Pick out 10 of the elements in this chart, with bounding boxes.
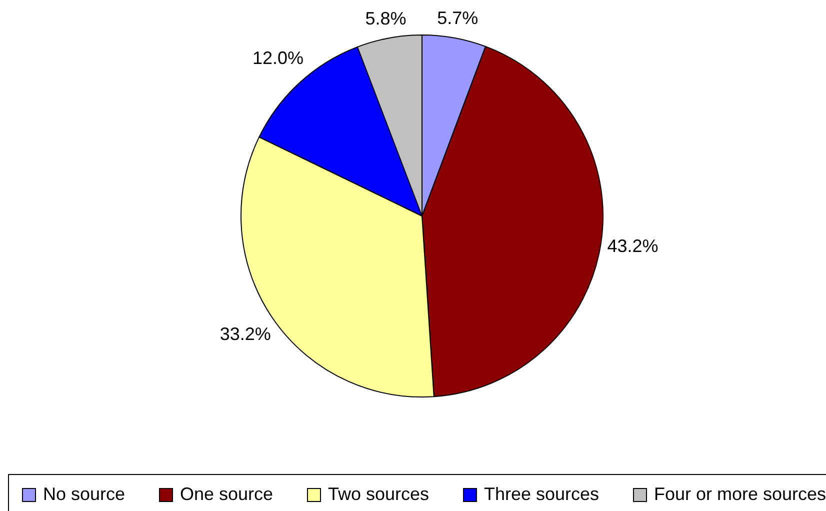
legend-label: No source xyxy=(43,484,126,504)
legend-label: One source xyxy=(180,484,274,504)
data-label: 43.2% xyxy=(607,236,658,256)
data-label: 33.2% xyxy=(220,324,271,344)
data-label: 5.8% xyxy=(365,8,406,28)
legend-label: Two sources xyxy=(328,484,430,504)
legend-label: Four or more sources xyxy=(654,484,826,504)
legend-label: Three sources xyxy=(484,484,600,504)
data-label: 5.7% xyxy=(437,8,478,28)
data-label: 12.0% xyxy=(252,48,304,68)
